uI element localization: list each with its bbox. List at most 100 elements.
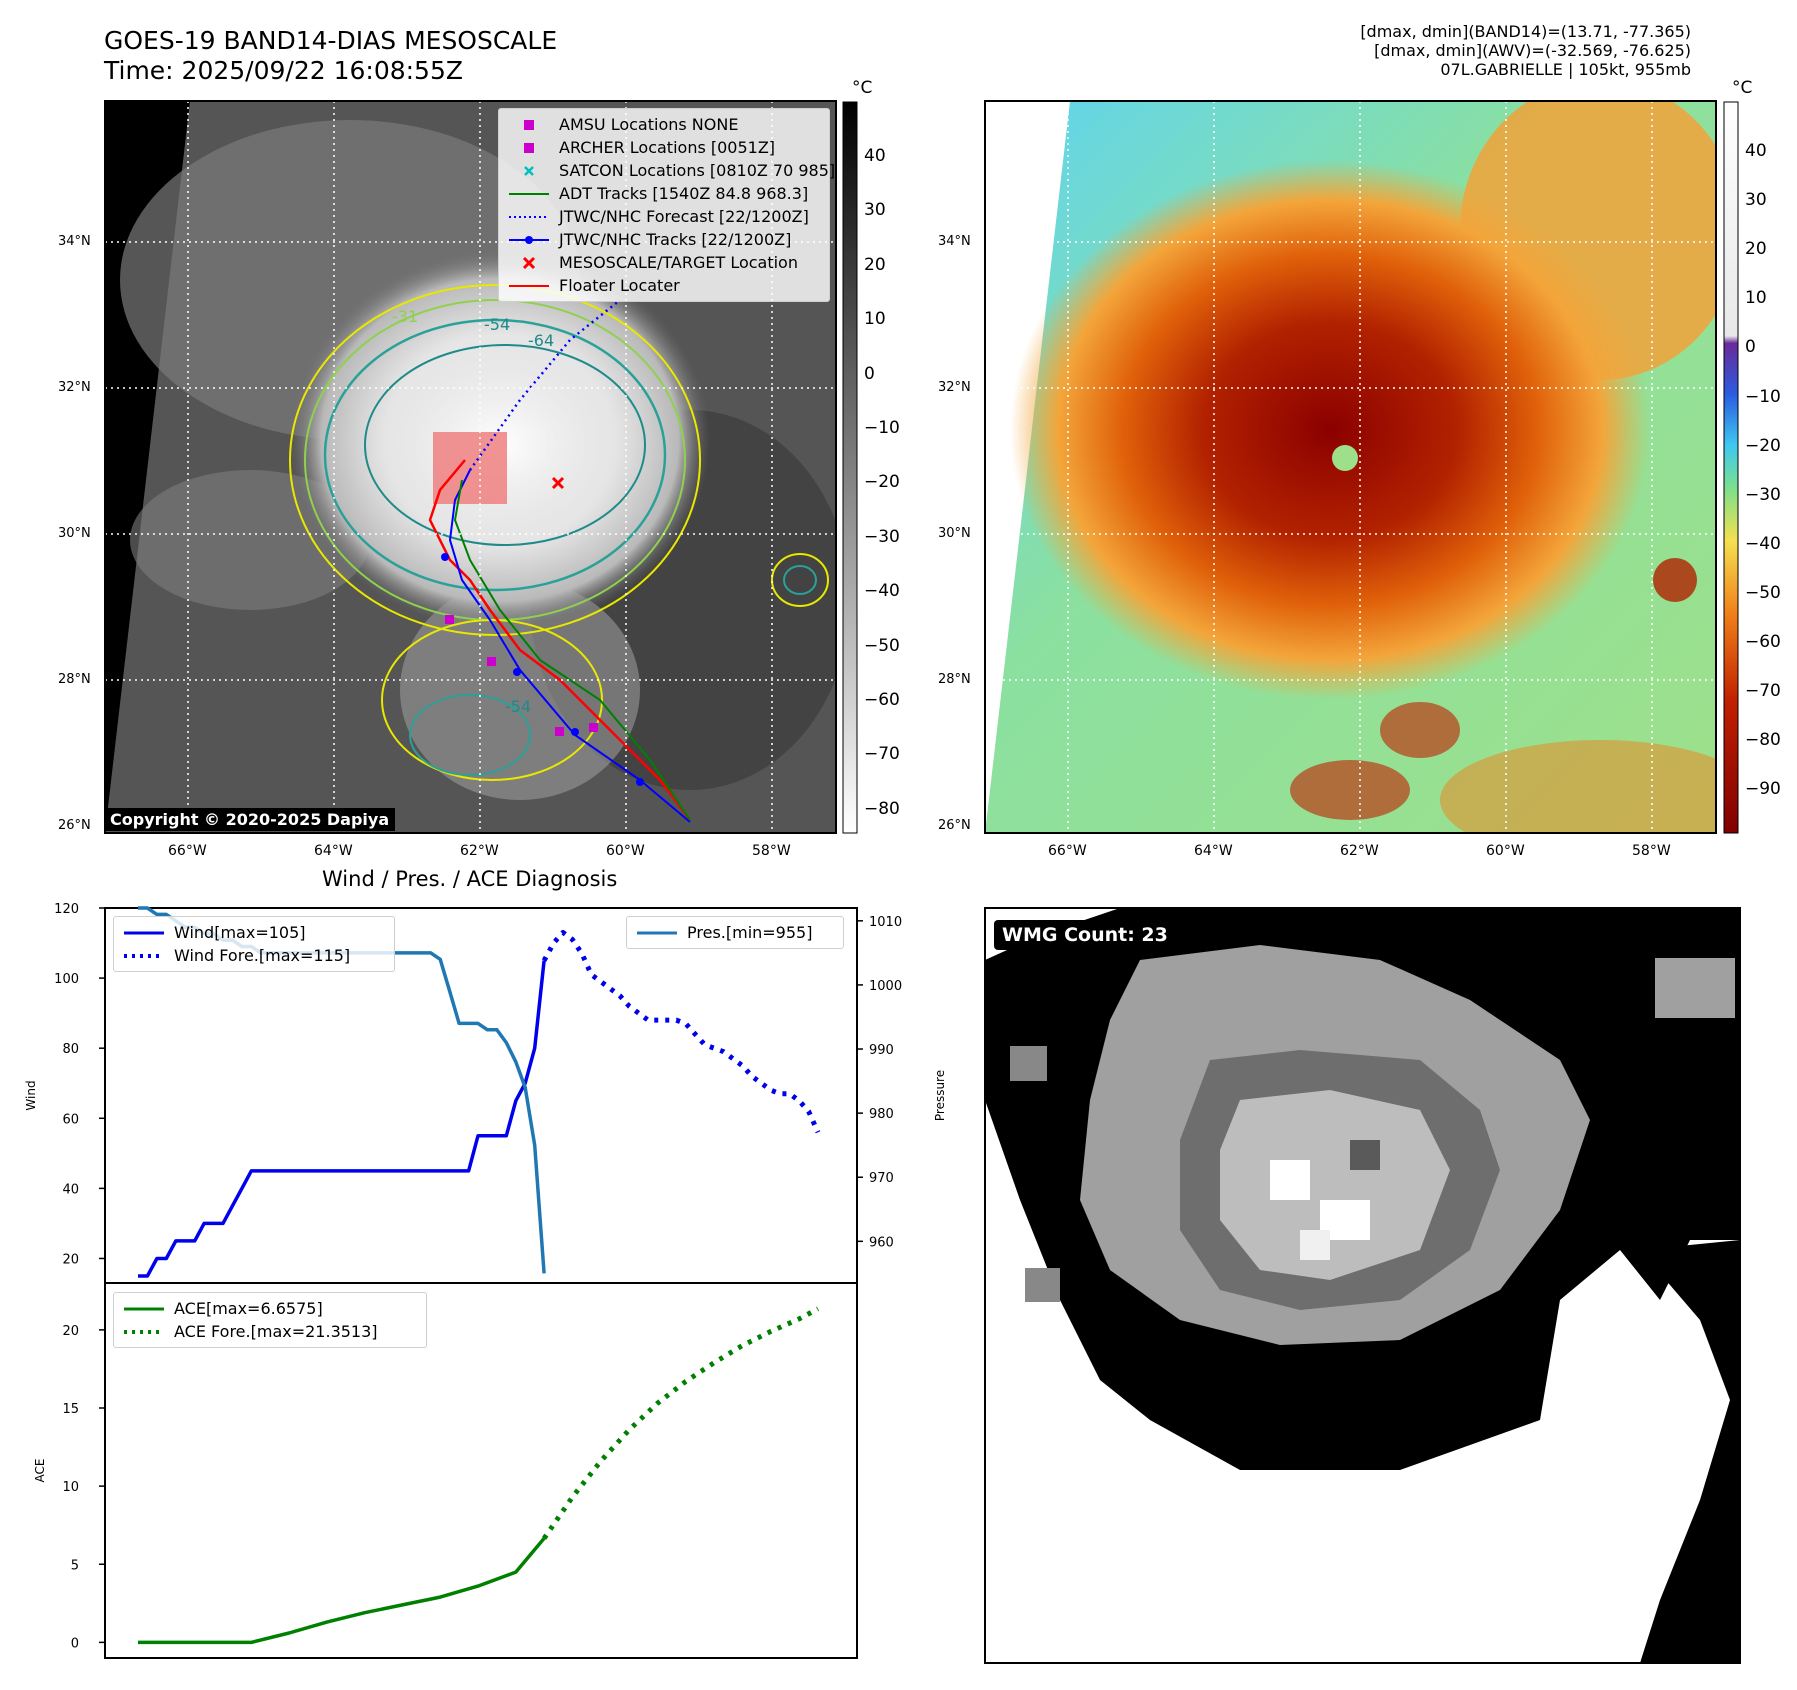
legend-symbol-square <box>524 142 534 153</box>
awv-colorbar-tick-label: −60 <box>1745 632 1781 652</box>
lat-tick-label: 28°N <box>58 672 91 687</box>
pressure-legend: Pres.[min=955] <box>626 916 844 949</box>
awv-colorbar-tick-label: −10 <box>1745 386 1781 407</box>
ir-legend-item: ARCHER Locations [0051Z] <box>507 136 821 159</box>
pressure-ytick-label: 980 <box>869 1107 894 1122</box>
ir-image: -54 -64 -31 -54 <box>105 101 836 833</box>
ir-colorbar-tick-label: −60 <box>864 690 900 710</box>
lon-tick-label: 64°W <box>1194 843 1233 859</box>
awv-colorbar-tick-label: 30 <box>1745 190 1767 211</box>
pressure-ytick-label: 990 <box>869 1043 894 1058</box>
wind-forecast-legend-label: Wind Fore.[max=115] <box>174 946 351 965</box>
ir-legend-item: MESOSCALE/TARGET Location <box>507 251 821 274</box>
ir-legend-item: Floater Locater <box>507 274 821 297</box>
ir-frame <box>104 100 837 834</box>
ace-ytick-label: 5 <box>71 1558 79 1573</box>
wind-ytick-label: 80 <box>62 1042 79 1057</box>
lon-tick-label: 62°W <box>1340 843 1379 859</box>
ir-legend-label: MESOSCALE/TARGET Location <box>559 253 798 272</box>
ir-legend-item: JTWC/NHC Tracks [22/1200Z] <box>507 228 821 251</box>
awv-colorbar-unit: °C <box>1732 78 1753 98</box>
awv-colorbar-tick-label: −30 <box>1745 484 1781 505</box>
lat-tick-label: 32°N <box>58 380 91 395</box>
awv-gridlines <box>985 101 1716 833</box>
wmg-count-badge: WMG Count: 23 <box>994 920 1176 950</box>
awv-colorbar-tick-label: −70 <box>1745 681 1781 702</box>
ir-legend-label: JTWC/NHC Forecast [22/1200Z] <box>559 207 809 226</box>
pressure-legend-label: Pres.[min=955] <box>687 923 813 942</box>
ir-legend-label: JTWC/NHC Tracks [22/1200Z] <box>559 230 792 249</box>
ir-colorbar-tick-label: −10 <box>864 418 900 438</box>
wind-ytick-label: 100 <box>54 972 79 987</box>
awv-frame <box>984 100 1717 834</box>
wind-ytick-label: 120 <box>54 902 79 917</box>
ir-legend-label: SATCON Locations [0810Z 70 985] <box>559 161 836 180</box>
pressure-axis-label: Pressure <box>933 1070 947 1121</box>
ir-colorbar-tick-label: −30 <box>864 526 900 547</box>
ace-forecast-legend-label: ACE Fore.[max=21.3513] <box>174 1322 378 1341</box>
awv-colorbar <box>1723 101 1739 834</box>
ir-colorbar-tick-label: 30 <box>864 200 886 221</box>
awv-colorbar-tick-label: 20 <box>1745 239 1767 260</box>
wind-ytick-label: 20 <box>62 1252 79 1267</box>
ir-legend-item: JTWC/NHC Forecast [22/1200Z] <box>507 205 821 228</box>
lon-tick-label: 62°W <box>460 843 499 859</box>
ir-legend: AMSU Locations NONE ARCHER Locations [005… <box>498 108 835 302</box>
pressure-ytick-label: 1000 <box>869 979 902 994</box>
copyright-badge: Copyright © 2020-2025 Dapiya <box>104 808 396 831</box>
contour-label: -31 <box>392 307 418 326</box>
wmg-frame <box>984 907 1741 1664</box>
ace-legend: ACE[max=6.6575] ACE Fore.[max=21.3513] <box>113 1292 427 1348</box>
awv-image <box>985 101 1716 833</box>
legend-symbol-line <box>509 192 549 195</box>
lon-tick-label: 66°W <box>168 843 207 859</box>
ir-legend-label: AMSU Locations NONE <box>559 115 739 134</box>
band14-range: [dmax, dmin](BAND14)=(13.71, -77.365) <box>1360 22 1691 41</box>
ir-colorbar-tick-label: 0 <box>864 363 875 384</box>
lat-tick-label: 30°N <box>58 526 91 541</box>
ir-colorbar-tick-label: −40 <box>864 581 900 602</box>
ir-legend-item: ADT Tracks [1540Z 84.8 968.3] <box>507 182 821 205</box>
wind-legend: Wind[max=105] Wind Fore.[max=115] <box>113 916 395 972</box>
contour-yellow <box>289 284 701 636</box>
ir-panel: -54 -64 -31 -54 <box>104 100 858 834</box>
awv-colorbar-tick-label: 10 <box>1745 288 1767 309</box>
contour-label: -54 <box>484 315 510 334</box>
figure-title-line1: GOES-19 BAND14-DIAS MESOSCALE <box>104 26 558 55</box>
lon-tick-label: 66°W <box>1048 843 1087 859</box>
ace-axes-frame <box>104 1282 858 1659</box>
lon-tick-label: 60°W <box>606 843 645 859</box>
legend-symbol-x <box>522 256 536 269</box>
awv-colorbar-tick-label: 40 <box>1745 141 1767 161</box>
lat-tick-label: 26°N <box>58 818 91 833</box>
lat-tick-label: 34°N <box>58 234 91 249</box>
awv-eye <box>1332 445 1358 471</box>
ir-colorbar-tick-label: −70 <box>864 744 900 765</box>
ir-colorbar-tick-label: 10 <box>864 309 886 330</box>
ace-ytick-label: 10 <box>62 1480 79 1495</box>
legend-symbol-dotted <box>509 215 549 218</box>
pressure-ytick-label: 970 <box>869 1171 894 1186</box>
floater-track <box>428 459 691 821</box>
awv-colorbar-tick-label: −80 <box>1745 730 1781 751</box>
lon-tick-label: 58°W <box>1632 843 1671 859</box>
legend-symbol-line-dot <box>509 235 549 244</box>
ace-forecast-series-line <box>542 1306 820 1540</box>
lon-tick-label: 60°W <box>1486 843 1525 859</box>
ace-axis-label: ACE <box>33 1459 47 1483</box>
ir-colorbar <box>842 101 858 834</box>
ir-colorbar-unit: °C <box>852 78 873 98</box>
wind-ytick-label: 60 <box>62 1112 79 1127</box>
lon-tick-label: 64°W <box>314 843 353 859</box>
legend-symbol-line <box>509 284 549 287</box>
ir-legend-item: AMSU Locations NONE <box>507 113 821 136</box>
storm-info: [dmax, dmin](BAND14)=(13.71, -77.365) [d… <box>1360 22 1691 79</box>
awv-colorbar-tick-label: −50 <box>1745 582 1781 603</box>
awv-colorbar-tick-label: 0 <box>1745 337 1756 358</box>
jtwc-forecast <box>468 299 621 471</box>
lat-tick-label: 30°N <box>938 526 971 541</box>
ir-colorbar-tick-label: −50 <box>864 635 900 656</box>
diagnosis-title: Wind / Pres. / ACE Diagnosis <box>322 867 618 891</box>
awv-colorbar-tick-label: −90 <box>1745 779 1781 800</box>
